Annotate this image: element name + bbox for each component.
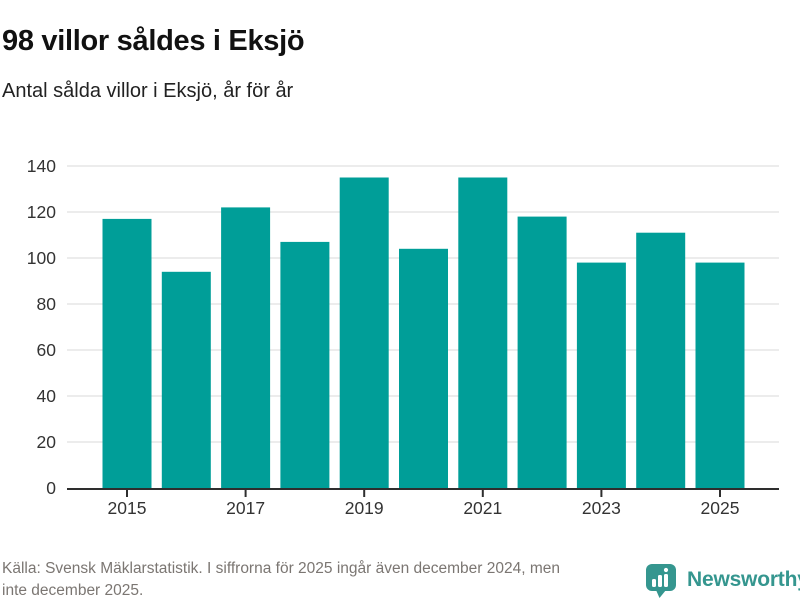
x-axis-label-2021: 2021 [463, 498, 502, 518]
source-note: Källa: Svensk Mäklarstatistik. I siffror… [2, 558, 560, 600]
bar-2016 [161, 271, 211, 488]
newsworthy-bubble-icon [646, 564, 676, 598]
bar-2025 [695, 262, 745, 488]
y-axis-label-80: 80 [37, 294, 57, 314]
x-axis-label-2015: 2015 [108, 498, 147, 518]
bar-2020 [399, 248, 448, 488]
newsworthy-logo: Newsworthy [645, 562, 800, 599]
y-axis-label-140: 140 [27, 156, 56, 176]
bar-2019 [339, 177, 389, 488]
bar-2024 [636, 232, 686, 488]
y-axis-label-40: 40 [37, 386, 57, 406]
bar-2023 [576, 262, 626, 488]
y-axis-label-20: 20 [37, 432, 57, 452]
y-axis-label-100: 100 [27, 248, 56, 268]
bar-2017 [221, 207, 271, 488]
chart-subtitle: Antal sålda villor i Eksjö, år för år [2, 80, 294, 102]
source-line-1: Källa: Svensk Mäklarstatistik. I siffror… [2, 560, 560, 577]
x-axis-label-2017: 2017 [226, 498, 265, 518]
x-axis-label-2023: 2023 [582, 498, 621, 518]
bar-2021 [458, 177, 508, 488]
y-axis-label-0: 0 [46, 478, 56, 498]
y-axis-label-120: 120 [27, 202, 56, 222]
bar-2018 [280, 241, 330, 488]
bar-2022 [517, 216, 567, 488]
x-axis-label-2025: 2025 [701, 498, 740, 518]
x-axis-label-2019: 2019 [345, 498, 384, 518]
bar-2015 [102, 218, 152, 488]
page-title: 98 villor såldes i Eksjö [2, 25, 305, 58]
y-axis-label-60: 60 [37, 340, 57, 360]
newsworthy-wordmark: Newsworthy [687, 568, 800, 591]
source-line-2: inte december 2025. [2, 582, 144, 599]
